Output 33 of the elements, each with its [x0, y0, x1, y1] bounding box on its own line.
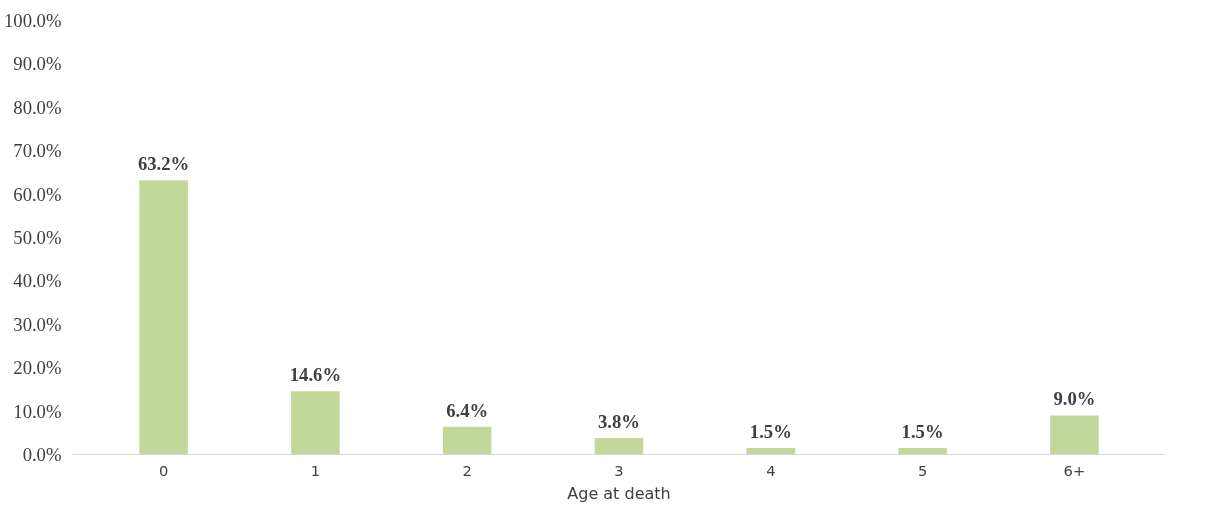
- y-tick-label: 80.0%: [13, 96, 62, 118]
- y-tick-label: 100.0%: [3, 10, 62, 31]
- data-label: 63.2%: [137, 153, 190, 175]
- data-label: 9.0%: [1053, 388, 1096, 410]
- data-label: 1.5%: [749, 420, 792, 442]
- x-tick-label: 4: [766, 461, 776, 479]
- x-axis-title: Age at death: [567, 483, 671, 503]
- bar: [1050, 415, 1099, 455]
- x-tick-label: 2: [462, 461, 472, 479]
- bar: [139, 180, 188, 455]
- bar: [898, 447, 947, 455]
- y-tick-label: 10.0%: [13, 400, 62, 422]
- x-tick-label: 5: [917, 461, 928, 479]
- x-tick-label: 6+: [1063, 461, 1086, 479]
- data-label: 6.4%: [446, 399, 489, 421]
- y-tick-label: 30.0%: [13, 313, 62, 335]
- data-label: 14.6%: [289, 364, 342, 386]
- bar: [594, 438, 644, 455]
- bar: [442, 426, 492, 455]
- y-tick-label: 70.0%: [13, 140, 62, 162]
- x-tick-label: 3: [614, 461, 624, 479]
- data-label: 3.8%: [598, 411, 640, 433]
- x-tick-label: 0: [158, 461, 169, 479]
- data-label: 1.5%: [901, 420, 944, 442]
- y-tick-label: 60.0%: [13, 183, 62, 205]
- y-tick-label: 90.0%: [13, 53, 62, 75]
- x-tick-label: 1: [310, 461, 321, 479]
- bar: [291, 391, 340, 455]
- y-tick-label: 50.0%: [13, 227, 62, 248]
- y-tick-label: 40.0%: [13, 270, 62, 292]
- y-tick-label: 20.0%: [13, 357, 62, 379]
- y-tick-label: 0.0%: [22, 444, 62, 465]
- bar: [746, 447, 796, 455]
